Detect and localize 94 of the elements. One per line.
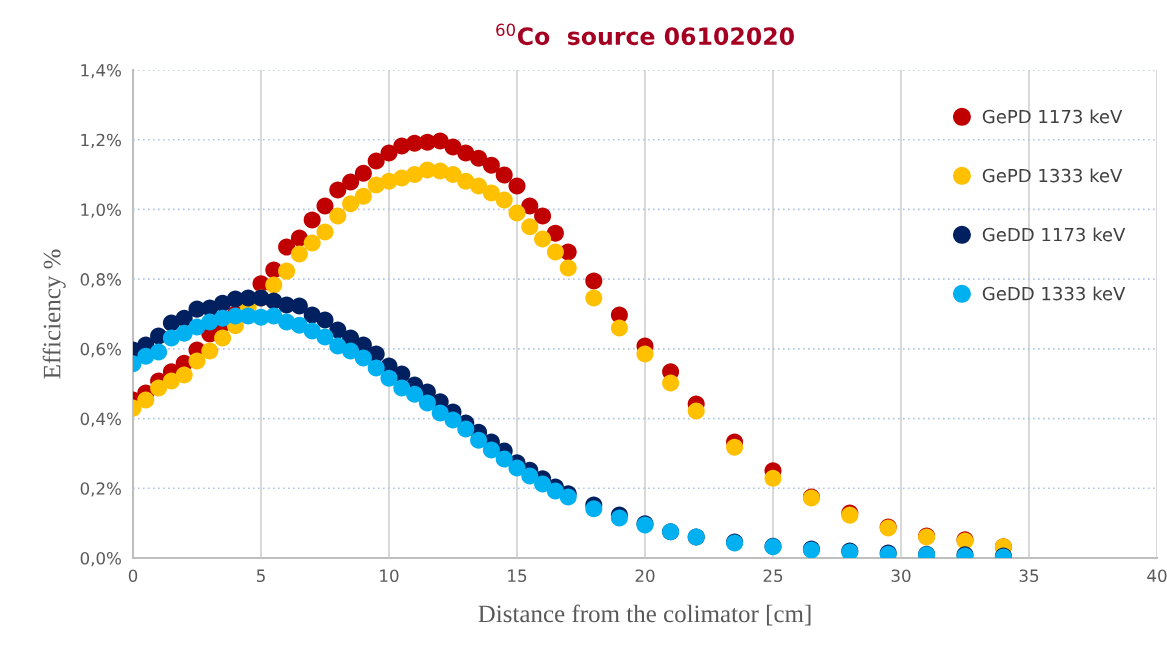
point xyxy=(316,223,334,241)
point xyxy=(137,391,155,409)
point xyxy=(457,420,475,438)
legend-label: GePD 1173 keV xyxy=(982,109,1123,124)
y-tick-label: 1,4% xyxy=(81,63,121,79)
chart-title: $^{60}$Co source 06102020 xyxy=(496,23,794,46)
point xyxy=(150,379,168,397)
point xyxy=(534,207,552,225)
point xyxy=(495,166,513,184)
point xyxy=(482,184,500,202)
point xyxy=(303,211,321,229)
point xyxy=(329,181,347,199)
x-tick-label: 10 xyxy=(380,569,399,583)
point xyxy=(342,195,360,213)
point xyxy=(175,366,193,384)
point xyxy=(354,187,372,205)
point xyxy=(546,243,564,261)
y-tick-label: 0,6% xyxy=(80,342,121,358)
x-tick-label: 35 xyxy=(1019,569,1039,583)
point xyxy=(495,450,513,468)
point xyxy=(482,156,500,174)
y-axis-title: Efficiency % xyxy=(42,249,66,379)
legend-label: GePD 1333 keV xyxy=(982,168,1123,183)
point xyxy=(150,343,168,361)
point xyxy=(508,177,526,195)
point xyxy=(636,345,654,363)
point xyxy=(290,297,308,315)
point xyxy=(367,359,385,377)
point xyxy=(418,394,436,412)
point xyxy=(316,197,334,215)
point xyxy=(687,402,705,420)
point xyxy=(406,385,424,403)
point xyxy=(559,259,577,277)
x-tick-label: 5 xyxy=(256,569,265,583)
point xyxy=(431,404,449,422)
y-tick-label: 0,0% xyxy=(80,551,121,567)
y-tick-label: 1,0% xyxy=(81,203,121,218)
point xyxy=(585,272,603,290)
point xyxy=(367,152,385,170)
point xyxy=(303,234,321,252)
point xyxy=(662,374,680,392)
point xyxy=(470,177,488,195)
point xyxy=(521,467,539,485)
point xyxy=(329,207,347,225)
y-tick-label: 1,2% xyxy=(81,133,121,148)
x-tick-label: 25 xyxy=(763,569,783,583)
point xyxy=(380,369,398,387)
point xyxy=(534,230,552,248)
y-tick-label: 0,4% xyxy=(80,412,121,427)
point xyxy=(342,173,360,191)
point xyxy=(726,438,744,456)
point xyxy=(470,431,488,449)
x-tick-label: 20 xyxy=(635,569,655,583)
point xyxy=(546,482,564,500)
point xyxy=(534,475,552,493)
legend-label: GeDD 1173 keV xyxy=(982,227,1126,242)
point xyxy=(508,459,526,477)
point xyxy=(290,245,308,263)
point xyxy=(316,328,334,346)
point xyxy=(444,411,462,429)
y-tick-label: 0,2% xyxy=(80,482,121,497)
point xyxy=(444,166,462,184)
point xyxy=(175,324,193,342)
point xyxy=(354,349,372,367)
x-tick-label: 40 xyxy=(1147,569,1167,583)
point xyxy=(265,276,283,294)
x-tick-label: 0 xyxy=(128,569,138,583)
x-axis-title: Distance from the colimator [cm] xyxy=(478,604,811,626)
point xyxy=(521,218,539,236)
y-tick-label: 0,8% xyxy=(80,273,121,288)
point xyxy=(303,322,321,340)
point xyxy=(495,191,513,209)
point xyxy=(508,204,526,222)
point xyxy=(188,352,206,370)
legend-label: GeDD 1333 keV xyxy=(982,286,1126,301)
point xyxy=(214,329,232,347)
point xyxy=(585,289,603,307)
point xyxy=(470,149,488,167)
point xyxy=(354,164,372,182)
x-tick-label: 30 xyxy=(891,569,911,583)
point xyxy=(290,316,308,334)
point xyxy=(316,311,334,329)
point xyxy=(585,500,603,518)
point xyxy=(482,441,500,459)
point xyxy=(380,144,398,162)
point xyxy=(610,319,628,337)
point xyxy=(764,469,782,487)
point xyxy=(201,342,219,360)
x-tick-label: 15 xyxy=(508,569,527,583)
point xyxy=(162,372,180,390)
point xyxy=(393,379,411,397)
point xyxy=(521,197,539,215)
point xyxy=(278,262,296,280)
point xyxy=(342,342,360,360)
